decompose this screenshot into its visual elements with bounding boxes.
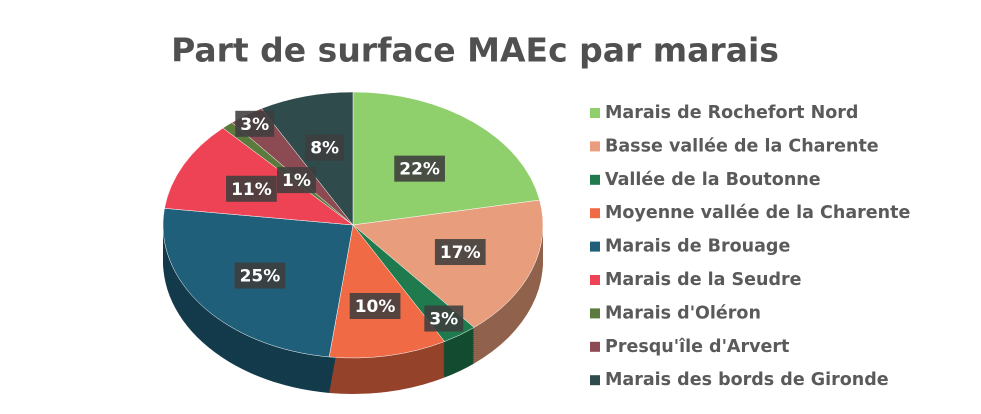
value-label: 3% xyxy=(429,310,458,330)
legend-label: Marais de Rochefort Nord xyxy=(605,103,858,123)
value-label-bg xyxy=(434,239,486,266)
value-label: 3% xyxy=(240,115,269,135)
legend-label: Basse vallée de la Charente xyxy=(605,136,879,156)
legend-swatch xyxy=(590,174,600,185)
value-label-bg xyxy=(226,175,277,202)
legend-swatch xyxy=(590,308,600,319)
value-label: 10% xyxy=(355,297,396,317)
value-label: 17% xyxy=(440,243,481,263)
legend-swatch xyxy=(590,275,600,285)
slice xyxy=(328,224,445,359)
value-label: 8% xyxy=(310,139,339,159)
legend-label: Marais des bords de Gironde xyxy=(605,370,889,390)
legend-swatch xyxy=(590,208,600,219)
slice xyxy=(352,91,540,226)
legend-swatch xyxy=(590,375,600,386)
value-label-bg xyxy=(235,110,275,137)
value-label: 25% xyxy=(240,267,281,287)
value-label-bg xyxy=(277,167,316,194)
value-label: 22% xyxy=(399,160,440,180)
legend-label: Marais de la Seudre xyxy=(605,270,802,290)
legend-label: Presqu'île d'Arvert xyxy=(605,337,789,357)
legend-label: Marais d'Oléron xyxy=(605,303,761,323)
value-label-bg xyxy=(424,305,464,332)
legend-swatch xyxy=(590,141,600,152)
value-label-bg xyxy=(305,134,345,161)
chart-title: Part de surface MAEc par marais xyxy=(171,31,779,70)
legend-label: Vallée de la Boutonne xyxy=(605,170,821,190)
value-label: 11% xyxy=(231,180,272,200)
value-label-bg xyxy=(349,292,401,319)
legend-label: Moyenne vallée de la Charente xyxy=(605,203,910,223)
legend-label: Marais de Brouage xyxy=(605,237,790,257)
value-label-bg xyxy=(394,155,445,182)
legend-swatch xyxy=(590,241,600,252)
legend-swatch xyxy=(590,341,600,352)
value-label: 1% xyxy=(282,171,311,191)
legend-swatch xyxy=(590,108,600,118)
value-label-bg xyxy=(234,262,286,289)
